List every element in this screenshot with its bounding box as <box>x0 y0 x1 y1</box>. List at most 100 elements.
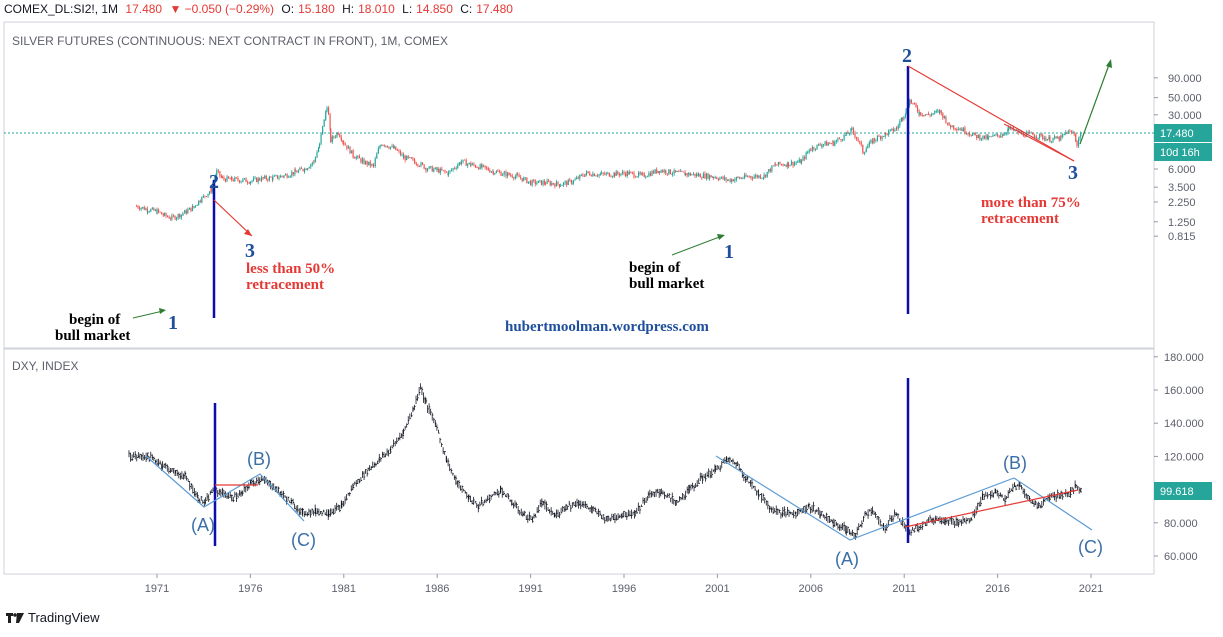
silver-candle-body <box>330 128 332 142</box>
time-tick-label: 1991 <box>518 583 542 595</box>
silver-candle-body <box>983 135 986 139</box>
silver-candle-body <box>380 144 382 147</box>
silver-candle-body <box>784 165 786 166</box>
silver-candle-body <box>835 140 837 143</box>
silver-candle-body <box>894 129 896 132</box>
silver-candle-body <box>915 103 917 107</box>
bull-arrowhead-b <box>717 234 725 240</box>
silver-candle-body <box>723 177 726 180</box>
silver-candle-body <box>484 165 486 168</box>
silver-candle-body <box>972 134 974 136</box>
silver-candle-body <box>377 148 379 154</box>
silver-candle-body <box>962 127 964 131</box>
silver-candle-body <box>481 164 483 168</box>
silver-candle-body <box>153 207 155 211</box>
retrace-line-a <box>213 199 253 237</box>
silver-candle-body <box>245 178 247 183</box>
silver-candle-body <box>639 172 641 175</box>
silver-candle-body <box>946 122 949 124</box>
dxy-price-axis[interactable]: 180.000 160.000 140.000 120.000 80.000 60.000 <box>1154 352 1204 563</box>
silver-candle-body <box>357 155 359 157</box>
silver-candle-body <box>580 174 582 176</box>
silver-candle-body <box>207 193 209 197</box>
silver-candle-body <box>531 180 533 186</box>
time-axis[interactable]: 1971 1976 1981 1986 1991 1996 2001 2006 2011 2016… <box>145 574 1103 595</box>
silver-candle-body <box>722 176 724 180</box>
retrace-text-b-line2: retracement <box>981 211 1059 227</box>
silver-candle-body <box>867 145 869 149</box>
dxy-panel-frame <box>3 348 1155 575</box>
silver-candle-body <box>611 176 614 177</box>
silver-candle-body <box>161 212 163 215</box>
dxy-annotations: (A) (B) (C) (A) (B) (C) <box>145 378 1103 569</box>
silver-candle-body <box>790 161 793 165</box>
silver-candle-body <box>1039 133 1041 138</box>
silver-candle-body <box>264 176 266 179</box>
silver-candle-body <box>735 177 737 180</box>
silver-candle-body <box>396 149 398 151</box>
silver-candle-body <box>840 138 842 141</box>
silver-candle-body <box>215 174 217 180</box>
silver-candle-body <box>675 170 677 172</box>
symbol-label[interactable]: COMEX_DL:SI2!, 1M <box>4 2 119 16</box>
silver-candle-body <box>1065 132 1067 134</box>
silver-candle-body <box>904 113 907 117</box>
silver-candle-body <box>275 175 277 177</box>
silver-candle-body <box>559 185 562 187</box>
silver-candle-body <box>352 150 354 157</box>
silver-candle-body <box>237 178 239 181</box>
silver-candle-body <box>500 171 502 176</box>
silver-candle-body <box>272 176 274 180</box>
silver-candle-body <box>552 183 554 185</box>
silver-y-tick-label: 0.815 <box>1168 231 1196 243</box>
silver-candle-body <box>719 177 721 180</box>
silver-candle-body <box>734 179 736 182</box>
silver-candle-body <box>410 157 412 159</box>
silver-candle-body <box>759 175 761 179</box>
silver-candle-body <box>982 135 984 139</box>
silver-candle-body <box>973 132 975 135</box>
silver-candle-body <box>920 112 922 116</box>
silver-candle-body <box>1067 130 1069 134</box>
silver-candle-body <box>822 144 825 146</box>
silver-candle-body <box>838 138 841 140</box>
silver-candle-body <box>976 134 978 139</box>
silver-candle-body <box>318 144 321 148</box>
silver-candle-body <box>995 134 997 136</box>
silver-candle-body <box>937 110 939 112</box>
silver-candle-body <box>712 177 714 178</box>
silver-candle-body <box>814 149 817 151</box>
footer-brand[interactable]: TradingView <box>6 610 100 625</box>
silver-candle-body <box>953 125 955 129</box>
silver-candle-body <box>658 171 661 173</box>
silver-candle-body <box>498 171 501 173</box>
silver-candle-body <box>802 157 804 161</box>
silver-candle-body <box>185 210 187 214</box>
silver-candle-body <box>450 169 453 171</box>
silver-candle-body <box>1002 134 1004 136</box>
silver-candle-body <box>398 150 400 152</box>
silver-candle-body <box>843 135 845 140</box>
time-tick-label: 2006 <box>799 583 823 595</box>
time-tick-label: 1971 <box>145 583 169 595</box>
silver-candle-body <box>924 114 926 116</box>
silver-candle-body <box>780 164 783 166</box>
silver-candle-body <box>1075 133 1077 142</box>
silver-candle-body <box>327 107 330 115</box>
silver-candle-body <box>371 164 373 166</box>
silver-candle-body <box>701 177 703 179</box>
silver-candle-body <box>430 166 432 168</box>
silver-candle-body <box>1001 135 1003 137</box>
silver-candle-body <box>669 169 671 174</box>
wave-C-label-2: (C) <box>1078 537 1103 557</box>
silver-candle-body <box>1080 132 1082 137</box>
silver-candle-body <box>881 136 883 140</box>
silver-candle-body <box>379 146 381 149</box>
silver-candle-body <box>137 206 139 208</box>
silver-candle-body <box>805 152 807 159</box>
wave-C-label-1: (C) <box>291 530 316 550</box>
silver-candle-body <box>172 215 175 217</box>
wave-1-label-a: 1 <box>168 312 178 334</box>
silver-candle-body <box>652 171 655 174</box>
